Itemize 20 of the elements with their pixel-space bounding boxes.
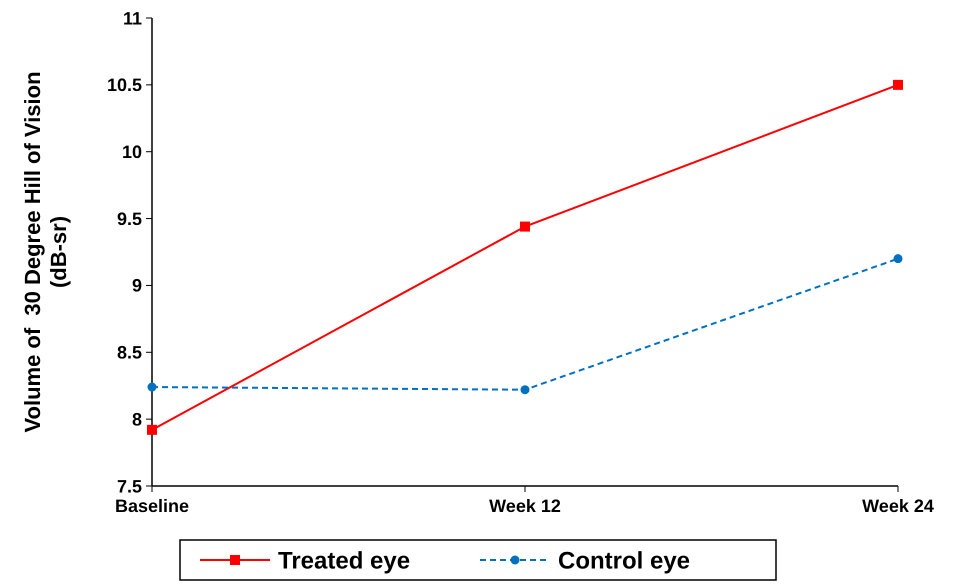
x-tick-label: Week 24: [862, 496, 934, 516]
point: [520, 222, 530, 232]
y-tick-label: 8: [132, 409, 142, 430]
legend-label: Treated eye: [278, 547, 410, 574]
y-tick-label: 9: [132, 276, 142, 296]
point: [893, 80, 903, 90]
legend-label: Control eye: [558, 547, 690, 574]
y-tick-label: 11: [122, 8, 142, 28]
y-tick-label: 7.5: [116, 476, 142, 496]
point: [894, 254, 902, 264]
y-tick-label: 8.5: [116, 342, 142, 363]
x-tick-label: Baseline: [114, 496, 190, 516]
y-tick-label: 10.5: [106, 75, 142, 96]
point: [520, 385, 530, 394]
x-tick-label: Week 12: [489, 496, 561, 516]
point: [148, 382, 156, 392]
y-tick-label: 10: [122, 142, 142, 162]
point: [147, 424, 157, 435]
y-tick-label: 9.5: [116, 208, 142, 229]
y-axis-title: Volume of 30 Degree Hill of Vision (dB-sr): [20, 71, 71, 433]
